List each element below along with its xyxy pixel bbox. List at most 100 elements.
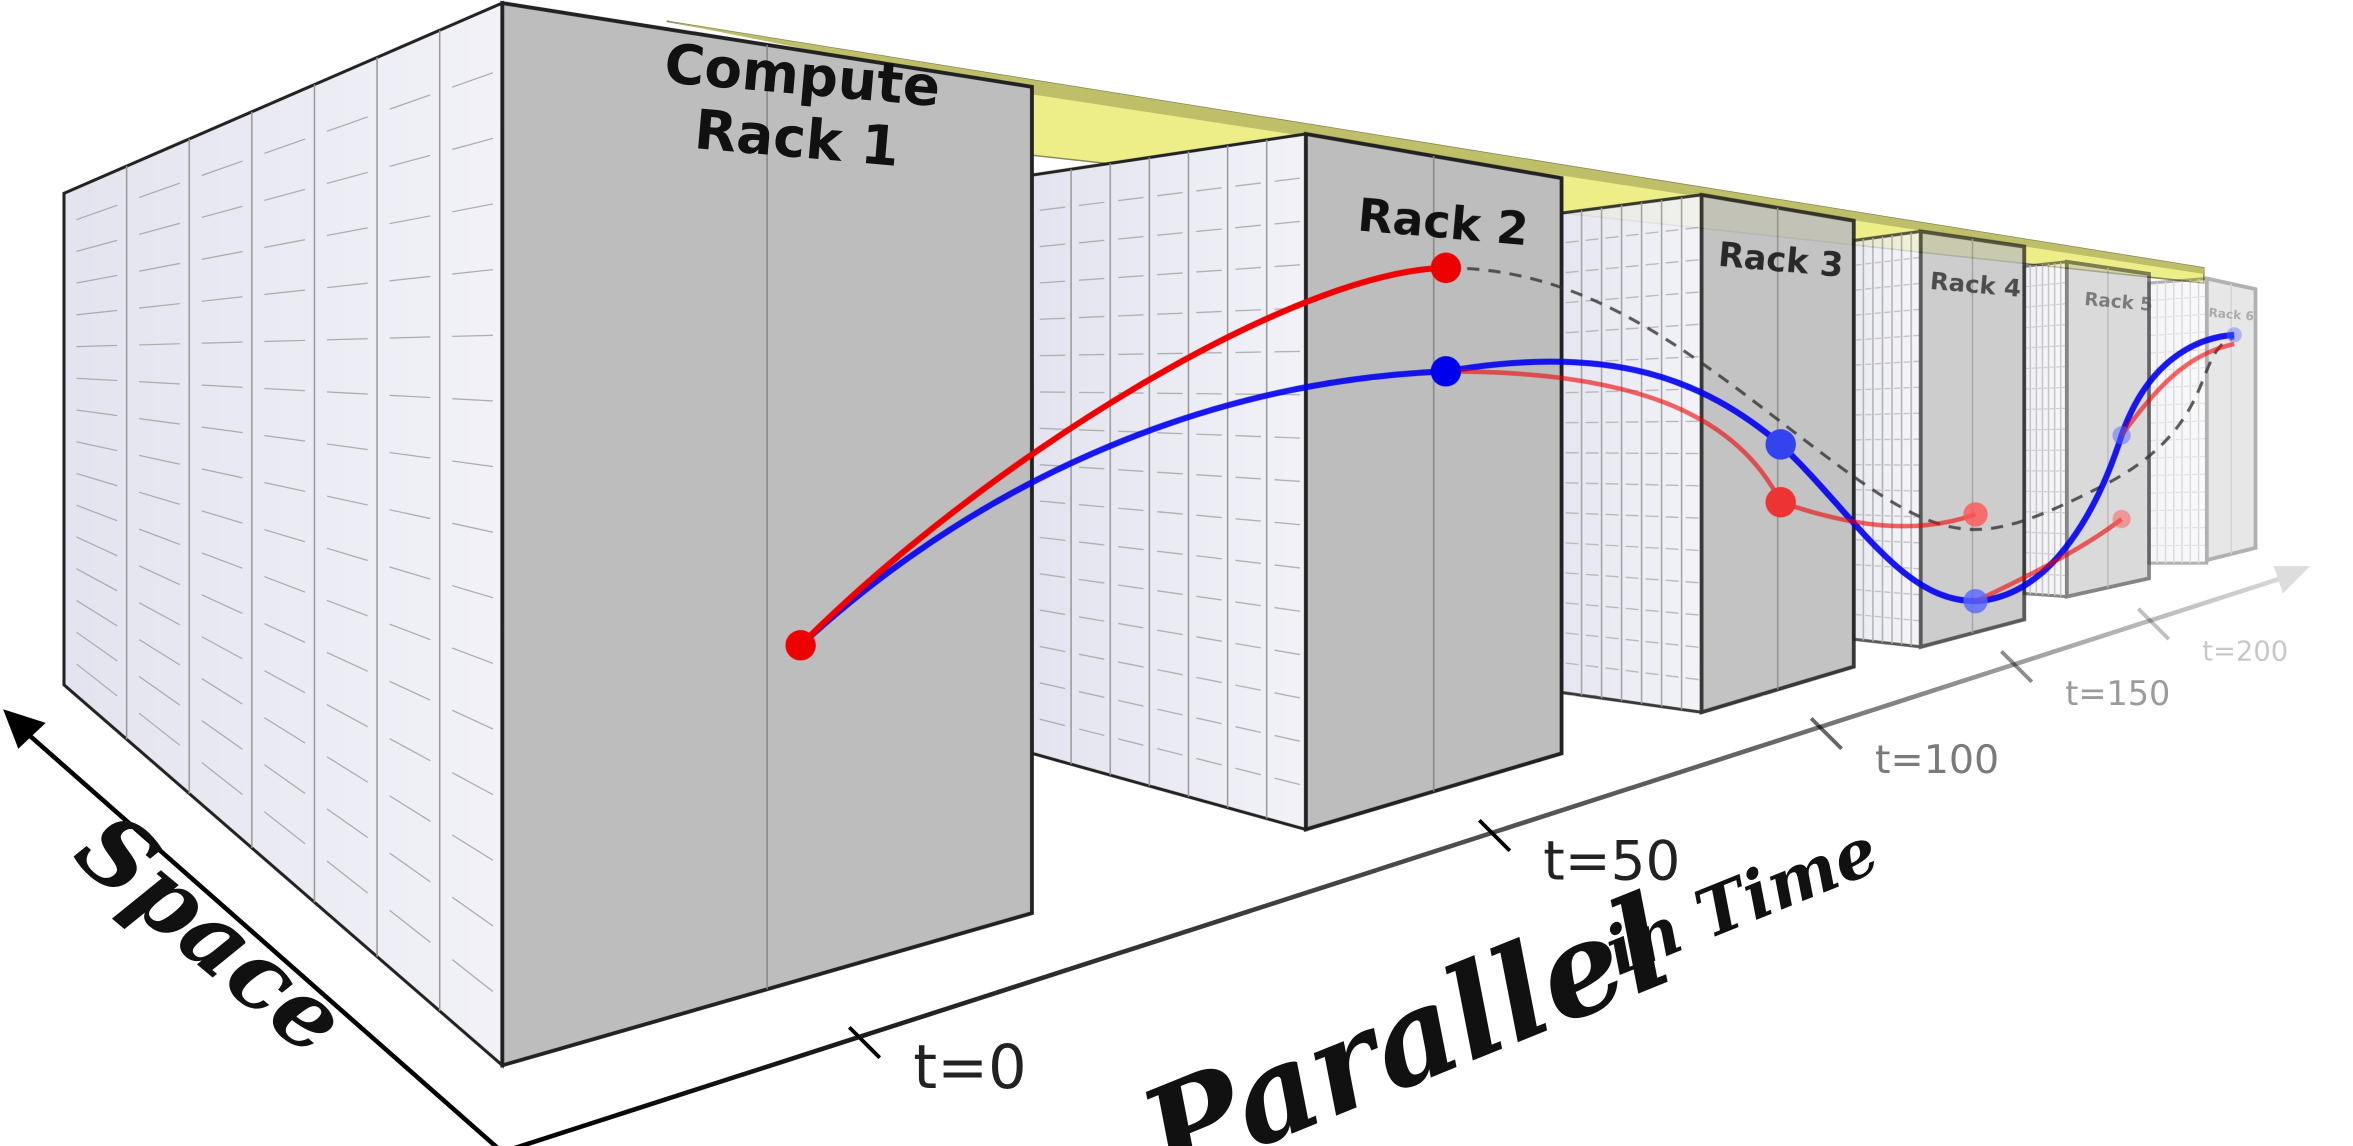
rack-slot — [201, 160, 243, 177]
rack-slot — [1565, 632, 1579, 635]
trajectories — [785, 252, 2242, 661]
rack-slot — [263, 811, 306, 845]
rack-slot — [1645, 357, 1659, 360]
rack-slot — [1274, 649, 1301, 656]
rack-slot — [1274, 436, 1301, 439]
rack-slot — [1274, 177, 1301, 182]
rack-slot — [452, 203, 494, 213]
time-tick-label: t=200 — [2202, 636, 2288, 667]
rack-slot — [1585, 238, 1599, 241]
rack-slot — [138, 712, 181, 746]
rack-slot — [326, 282, 368, 289]
rack-slot — [1625, 264, 1639, 268]
rack-slot — [1039, 243, 1066, 248]
rack-slot — [1196, 676, 1222, 684]
rack-slot — [138, 639, 181, 666]
time-tick — [847, 1025, 882, 1060]
rack-slot — [1196, 433, 1222, 436]
rack-slot — [1893, 310, 1901, 313]
rack-slot — [1645, 263, 1659, 266]
rack-slot — [1685, 291, 1699, 294]
rack-slot — [76, 309, 118, 316]
rack-slot — [1645, 326, 1659, 329]
rack-slot — [1665, 324, 1679, 328]
rack-slot — [1157, 312, 1183, 315]
rack-slot — [1157, 191, 1183, 197]
rack-slot — [1903, 258, 1910, 260]
rack-slot — [1585, 543, 1599, 546]
rack-slot — [452, 137, 494, 151]
rack-slot — [1913, 619, 1920, 622]
rack-slot — [264, 387, 306, 392]
rack-slot — [1665, 261, 1679, 264]
rack-slot — [1039, 536, 1066, 541]
rack-slot — [76, 536, 118, 557]
rack-slot — [1665, 643, 1679, 646]
rack-slot — [1157, 432, 1183, 435]
rack-slot — [1605, 235, 1619, 239]
rack-slot — [389, 394, 431, 399]
rack-slot — [389, 154, 431, 167]
rack-slot — [389, 275, 431, 282]
rack-slot — [76, 409, 118, 417]
rack-slot — [326, 171, 368, 184]
rack-slot — [1893, 259, 1901, 262]
rack-slot — [1625, 358, 1639, 361]
rack-slot — [1039, 206, 1066, 211]
time-tick-label: t=100 — [1875, 737, 1999, 783]
time-tick — [1478, 818, 1512, 853]
rack-slot — [1585, 604, 1599, 607]
rack-slot — [1912, 256, 1920, 259]
rack-slot — [1685, 645, 1699, 648]
rack-slot — [1157, 708, 1183, 716]
rack-slot — [1855, 313, 1862, 316]
rack-slot — [1235, 434, 1261, 438]
rack-slot — [76, 568, 118, 592]
rack-slot — [1625, 233, 1639, 237]
rack: Rack 3 — [1560, 192, 1856, 715]
rack-slot — [1645, 231, 1659, 235]
rack-slot — [326, 495, 368, 506]
rack-slot — [389, 94, 431, 110]
rack-slot — [389, 738, 431, 762]
rack-slot — [389, 680, 431, 701]
rack-slot — [451, 72, 494, 88]
rack-slot — [1665, 611, 1679, 614]
rack-slot — [1884, 591, 1891, 594]
rack-slot — [1274, 264, 1301, 268]
rack-slot — [1157, 511, 1183, 515]
rack-slot — [1039, 280, 1066, 284]
rack-slot — [451, 772, 494, 796]
rack-slot — [1605, 297, 1619, 301]
rack-slot — [389, 509, 431, 520]
rack-slot — [1645, 294, 1659, 297]
rack-slot — [1605, 513, 1619, 516]
rack-slot — [1665, 229, 1679, 232]
rack-slot — [1117, 235, 1144, 240]
rack-slot — [326, 651, 368, 672]
rack-slot — [139, 343, 180, 346]
rack-slot — [1039, 609, 1066, 616]
time-tick — [2137, 607, 2171, 641]
rack-slot — [1235, 182, 1261, 187]
rack-slot — [1274, 564, 1301, 569]
rack-slot — [76, 504, 118, 522]
rack-slot — [201, 384, 243, 388]
rack-slot — [76, 599, 118, 627]
rack-slot — [326, 808, 369, 839]
rack-slot — [264, 576, 306, 593]
rack-slot — [1565, 300, 1579, 304]
rack-slot — [1117, 196, 1144, 202]
rack-slot — [1117, 314, 1144, 317]
rack: Rack 6 — [2147, 276, 2258, 565]
rack-slot — [76, 631, 118, 662]
rack-slot — [1865, 287, 1872, 290]
rack-slot — [1625, 296, 1639, 299]
rack-slot — [1157, 629, 1183, 636]
rack-slot — [1893, 617, 1901, 620]
rack-slot — [389, 909, 431, 943]
rack-slot — [1274, 777, 1301, 786]
rack-slot — [1903, 283, 1910, 286]
rack-slot — [1078, 429, 1105, 432]
